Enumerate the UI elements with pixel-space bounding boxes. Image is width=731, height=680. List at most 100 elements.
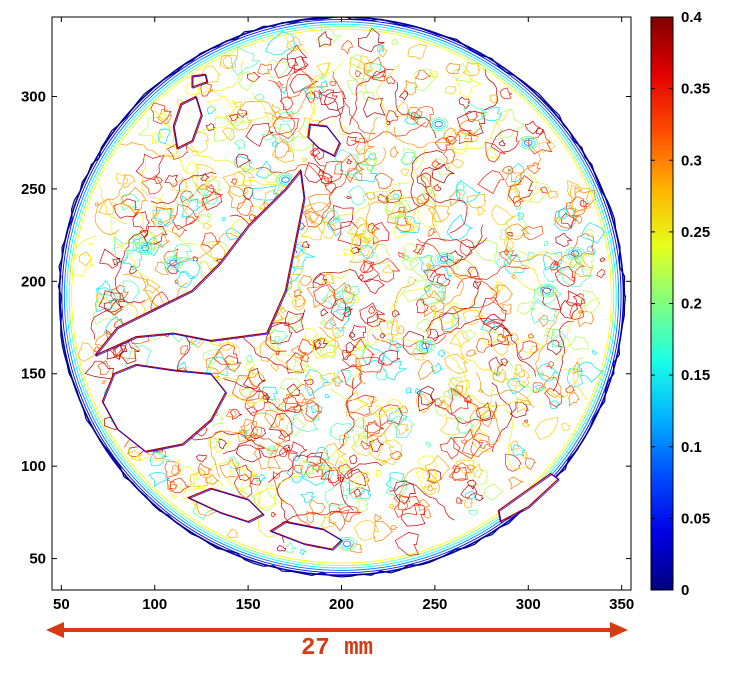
contour-line [302,459,308,464]
contour-line [306,451,323,466]
contour-line [198,462,213,476]
contour-line [419,290,445,317]
contour-line [245,122,274,147]
contour-line [88,242,94,246]
contour-line [286,352,305,374]
contour-line [362,344,387,366]
contour-line [505,236,554,273]
contour-line [455,459,476,475]
contour-line [358,245,375,260]
contour-line [354,162,378,183]
low-spot-contour [141,244,150,252]
contour-line [503,253,527,274]
edge-contour [66,23,617,569]
contour-line [433,157,453,175]
contour-line [256,160,276,179]
contour-line [349,68,394,126]
contour-line [485,147,499,160]
contour-line [567,180,583,200]
contour-line [434,396,449,417]
contour-line [544,241,549,246]
contour-line [374,172,394,190]
contour-line [252,487,277,512]
contour-line [123,174,136,189]
contour-line [246,71,261,83]
contour-line [463,132,479,143]
contour-line [368,438,384,452]
contour-line [456,182,466,192]
contour-line [222,127,235,142]
contour-line [152,232,171,248]
contour-line [341,40,353,55]
contour-line [506,188,522,204]
low-spot-contour [518,135,539,150]
contour-line [324,317,337,330]
contour-line [382,263,395,274]
contour-line [356,364,363,370]
contour-line [113,198,140,219]
contour-field [57,17,627,578]
contour-line [521,422,530,428]
contour-line [119,280,141,305]
contour-line [309,499,326,515]
contour-line [227,461,254,491]
contour-line [361,229,376,242]
contour-line [402,254,411,261]
contour-line [437,290,447,303]
contour-line [573,215,583,224]
contour-line [172,177,189,193]
x-tick-label: 250 [422,596,447,613]
contour-line [425,262,433,271]
contour-line [509,401,529,419]
x-tick-label: 200 [329,596,354,613]
contour-line [423,269,441,283]
contour-line [363,278,386,295]
contour-line [358,488,372,500]
contour-line [476,206,488,216]
edge-contour [71,28,612,564]
contour-line [205,123,216,131]
contour-line [360,440,371,450]
contour-line [187,115,269,134]
contour-line [299,491,316,504]
contour-line [416,238,484,281]
contour-line [423,283,447,302]
contour-line [94,184,123,236]
contour-line [165,458,171,463]
low-spot-contour [138,243,153,254]
contour-line [517,340,539,361]
contour-line [394,532,420,556]
contour-line [492,368,507,384]
contour-line [201,191,223,211]
contour-line [400,168,410,177]
contour-line [135,153,165,180]
contour-line [311,90,323,100]
contour-line [403,243,421,263]
contour-line [200,82,214,97]
contour-line [377,44,385,53]
contour-line [368,305,376,314]
contour-line [494,370,501,377]
contour-line [400,151,417,165]
contour-line [553,205,578,231]
contour-line [210,428,250,478]
contour-line [512,444,527,457]
contour-line [293,454,301,462]
contour-line [222,444,298,459]
contour-line [219,458,241,478]
contour-line [501,166,514,175]
contour-line [268,79,296,136]
contour-line [462,61,481,77]
contour-line [380,333,386,339]
contour-line [516,205,521,210]
contour-line [385,471,407,491]
contour-line [97,280,113,296]
contour-line [428,227,436,237]
contour-line [401,255,420,271]
contour-line [346,196,353,200]
contour-line [549,259,561,271]
low-spot-contour [278,174,293,185]
contour-line [516,398,532,414]
contour-line [385,75,396,85]
